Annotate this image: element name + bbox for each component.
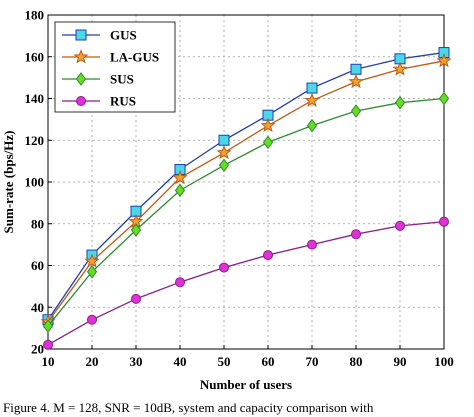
y-tick-label: 80: [31, 216, 44, 231]
x-tick-label: 80: [350, 354, 363, 369]
data-point-sus: [394, 95, 406, 110]
data-point-sus: [350, 104, 362, 118]
legend: GUS LA-GUS SUS RUS: [54, 21, 176, 113]
data-point-la-gus: [436, 53, 452, 68]
series-group: [40, 47, 452, 350]
data-point-rus: [395, 220, 405, 231]
legend-label-rus: RUS: [110, 94, 136, 109]
x-tick-label: 90: [394, 354, 407, 369]
legend-marker-sus: [75, 72, 87, 86]
data-point-sus: [86, 264, 98, 279]
x-axis-ticks: 10 20 30 40 50 60 70 80 90 100: [42, 345, 454, 369]
data-point-gus: [218, 134, 230, 146]
y-tick-label: 40: [31, 300, 44, 315]
legend-marker-gus: [75, 29, 87, 41]
grid-lines: [48, 15, 444, 349]
legend-label-gus: GUS: [110, 28, 137, 43]
data-point-rus: [263, 250, 273, 261]
data-point-sus: [262, 135, 274, 150]
data-point-rus: [43, 339, 53, 350]
x-tick-label: 20: [86, 354, 99, 369]
data-point-rus: [439, 216, 449, 227]
legend-marker-rus: [76, 96, 86, 106]
data-point-sus: [130, 223, 142, 237]
data-point-la-gus: [172, 169, 188, 185]
data-point-sus: [218, 158, 230, 173]
data-point-la-gus: [216, 144, 232, 160]
y-axis-label: Sum-rate (bps/Hz): [1, 131, 16, 234]
series-line-sus: [47, 97, 445, 327]
x-tick-label: 40: [174, 354, 187, 369]
data-point-la-gus: [392, 61, 408, 76]
y-axis-ticks: 20 40 60 80 100 120 140 160 180: [25, 8, 52, 357]
x-axis-label: Number of users: [200, 377, 292, 392]
x-tick-label: 60: [262, 354, 275, 369]
legend-label-sus: SUS: [110, 72, 134, 87]
legend-box: [54, 21, 176, 113]
y-tick-label: 120: [25, 133, 45, 148]
x-tick-label: 10: [42, 354, 55, 369]
data-point-sus: [42, 319, 54, 333]
data-point-gus: [306, 82, 318, 94]
data-point-gus: [350, 63, 362, 75]
series-line-gus: [47, 51, 445, 321]
y-tick-label: 180: [25, 8, 45, 23]
series-line-rus: [47, 221, 445, 346]
data-point-la-gus: [304, 92, 320, 107]
x-tick-label: 100: [434, 354, 454, 369]
legend-label-la-gus: LA-GUS: [110, 50, 159, 65]
y-tick-label: 100: [25, 175, 45, 190]
figure-caption: Figure 4. M = 128, SNR = 10dB, system an…: [3, 400, 374, 415]
data-point-sus: [438, 91, 450, 106]
data-point-la-gus: [348, 73, 364, 89]
x-tick-label: 30: [130, 354, 143, 369]
data-point-rus: [87, 314, 97, 325]
x-tick-label: 70: [306, 354, 319, 369]
series-sus: [42, 91, 450, 333]
data-point-la-gus: [84, 253, 100, 268]
y-tick-label: 160: [25, 49, 45, 64]
y-tick-label: 60: [31, 258, 44, 273]
x-tick-label: 50: [218, 354, 231, 369]
data-point-rus: [131, 293, 141, 304]
data-point-rus: [175, 277, 185, 288]
y-tick-label: 140: [25, 91, 45, 106]
data-point-rus: [219, 262, 229, 273]
data-point-sus: [306, 118, 318, 133]
data-point-sus: [174, 183, 186, 198]
series-line-la-gus: [47, 60, 445, 323]
data-point-la-gus: [260, 117, 276, 133]
data-point-rus: [351, 229, 361, 240]
series-rus: [43, 216, 449, 350]
data-point-rus: [307, 239, 317, 250]
y-tick-label: 20: [31, 342, 44, 357]
legend-marker-la-gus: [73, 49, 89, 64]
